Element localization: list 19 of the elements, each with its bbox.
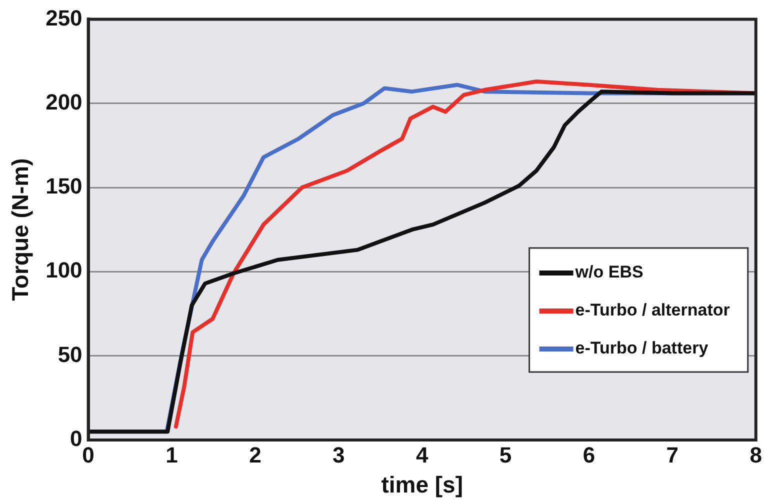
- x-tick-label: 1: [166, 442, 178, 468]
- legend-label: e-Turbo / battery: [575, 338, 709, 358]
- y-tick-label: 0: [70, 426, 82, 452]
- x-tick-label: 5: [499, 442, 512, 468]
- legend-label: e-Turbo / alternator: [575, 300, 730, 320]
- x-tick-label: 2: [249, 442, 262, 468]
- y-tick-label: 200: [46, 89, 82, 114]
- legend-label: w/o EBS: [574, 262, 644, 282]
- y-tick-label: 50: [58, 342, 82, 367]
- x-tick-label: 8: [750, 442, 762, 468]
- x-axis-title: time [s]: [381, 472, 463, 498]
- y-tick-label: 150: [46, 174, 82, 199]
- x-tick-label: 4: [416, 442, 429, 468]
- y-tick-label: 100: [46, 258, 82, 283]
- y-axis-title: Torque (N-m): [7, 158, 34, 301]
- x-tick-label: 7: [666, 442, 679, 468]
- x-tick-label: 3: [332, 442, 345, 468]
- x-tick-label: 6: [582, 442, 596, 468]
- y-tick-label: 250: [46, 5, 82, 30]
